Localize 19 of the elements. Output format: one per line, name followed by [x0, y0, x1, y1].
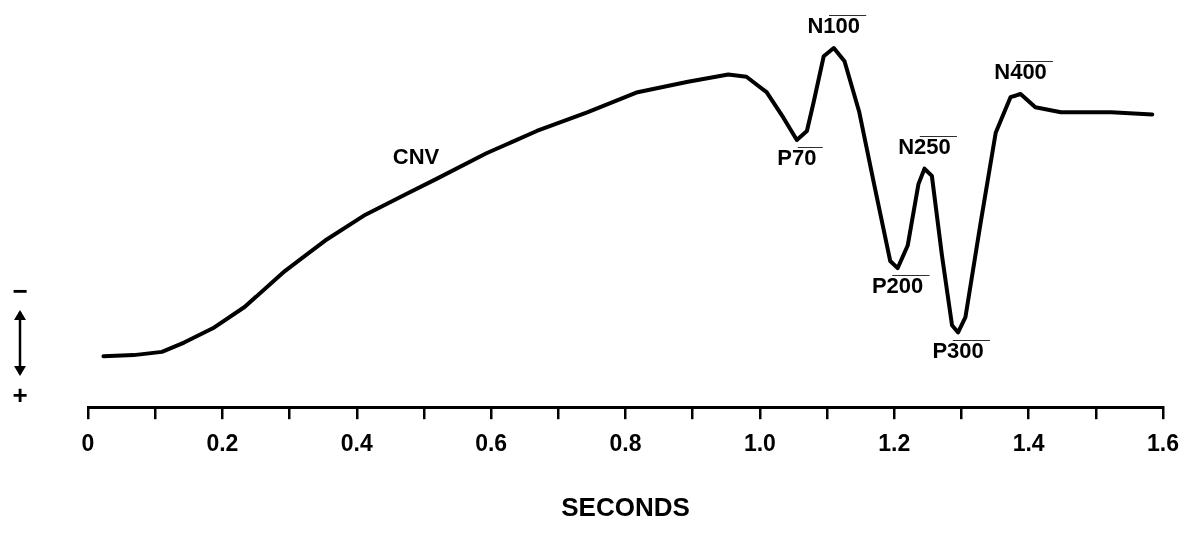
x-tick-label: 0.2 — [206, 430, 239, 457]
x-tick-label: 0.4 — [340, 430, 373, 457]
x-tick-label: 1.0 — [743, 430, 776, 457]
annotation: P7̅0̅ — [777, 145, 824, 171]
annotation: N4̅0̅0̅ — [994, 59, 1054, 85]
x-tick-label: 1.6 — [1147, 430, 1179, 457]
x-tick-label: 0.8 — [609, 430, 642, 457]
x-tick-label: 0 — [81, 430, 95, 457]
x-tick-label: 1.2 — [878, 430, 911, 457]
x-axis-title: SECONDS — [561, 491, 690, 522]
annotation: CNV — [392, 144, 440, 170]
x-tick-label: 0.6 — [475, 430, 508, 457]
text: + — [12, 380, 28, 410]
x-tick-label: 1.4 — [1012, 430, 1045, 457]
annotation: N2̅5̅0̅ — [898, 133, 958, 159]
annotation: P3̅0̅0̅ — [932, 337, 991, 363]
text: − — [12, 276, 28, 306]
annotation: N1̅0̅0̅ — [807, 13, 868, 39]
annotation: P2̅0̅0̅ — [871, 273, 931, 299]
